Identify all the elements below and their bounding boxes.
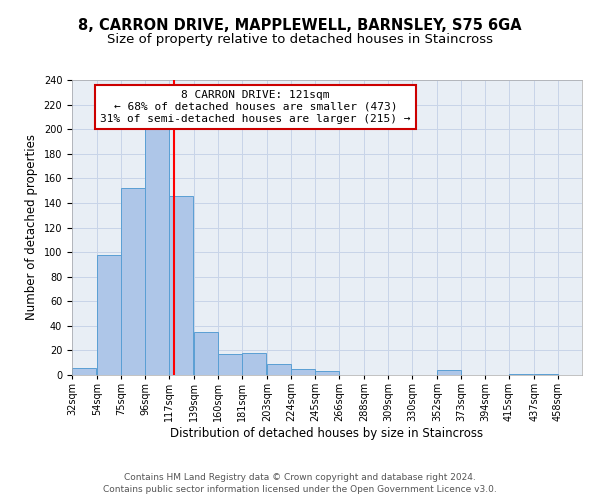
Bar [242, 353, 266, 375]
Text: 8, CARRON DRIVE, MAPPLEWELL, BARNSLEY, S75 6GA: 8, CARRON DRIVE, MAPPLEWELL, BARNSLEY, S… [78, 18, 522, 32]
Text: Contains public sector information licensed under the Open Government Licence v3: Contains public sector information licen… [103, 485, 497, 494]
Text: Size of property relative to detached houses in Staincross: Size of property relative to detached ho… [107, 32, 493, 46]
Bar [509, 374, 533, 375]
Text: 8 CARRON DRIVE: 121sqm
← 68% of detached houses are smaller (473)
31% of semi-de: 8 CARRON DRIVE: 121sqm ← 68% of detached… [100, 90, 411, 124]
Bar [437, 370, 461, 375]
Bar [145, 129, 169, 375]
Bar [267, 364, 291, 375]
Bar [97, 254, 121, 375]
Bar [72, 368, 96, 375]
X-axis label: Distribution of detached houses by size in Staincross: Distribution of detached houses by size … [170, 427, 484, 440]
Bar [169, 196, 193, 375]
Bar [121, 188, 145, 375]
Text: Contains HM Land Registry data © Crown copyright and database right 2024.: Contains HM Land Registry data © Crown c… [124, 472, 476, 482]
Bar [291, 369, 315, 375]
Bar [315, 372, 339, 375]
Bar [194, 332, 218, 375]
Bar [534, 374, 558, 375]
Y-axis label: Number of detached properties: Number of detached properties [25, 134, 38, 320]
Bar [218, 354, 242, 375]
